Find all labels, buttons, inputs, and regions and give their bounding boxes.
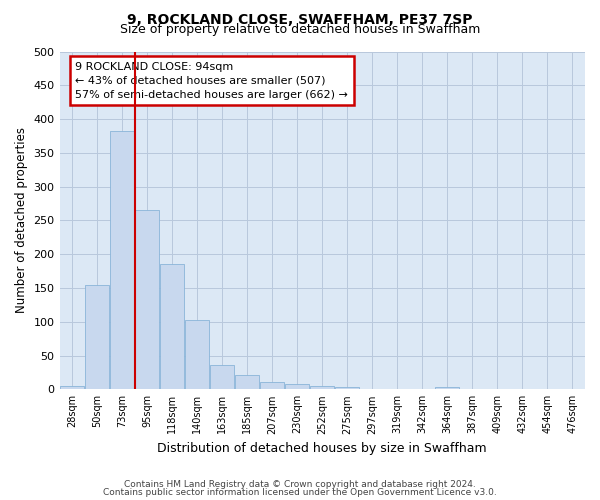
Bar	[235, 375, 259, 390]
Bar	[436, 388, 459, 390]
Y-axis label: Number of detached properties: Number of detached properties	[15, 128, 28, 314]
Bar	[135, 210, 159, 390]
Bar	[110, 130, 134, 390]
Bar	[335, 388, 359, 390]
Bar	[185, 320, 209, 390]
Text: Contains public sector information licensed under the Open Government Licence v3: Contains public sector information licen…	[103, 488, 497, 497]
Bar	[60, 386, 84, 390]
Bar	[160, 264, 184, 390]
Bar	[310, 386, 334, 390]
Text: Size of property relative to detached houses in Swaffham: Size of property relative to detached ho…	[120, 22, 480, 36]
Text: 9, ROCKLAND CLOSE, SWAFFHAM, PE37 7SP: 9, ROCKLAND CLOSE, SWAFFHAM, PE37 7SP	[127, 12, 473, 26]
Bar	[85, 284, 109, 390]
Bar	[260, 382, 284, 390]
Text: 9 ROCKLAND CLOSE: 94sqm
← 43% of detached houses are smaller (507)
57% of semi-d: 9 ROCKLAND CLOSE: 94sqm ← 43% of detache…	[76, 62, 348, 100]
Bar	[210, 365, 234, 390]
Text: Contains HM Land Registry data © Crown copyright and database right 2024.: Contains HM Land Registry data © Crown c…	[124, 480, 476, 489]
Bar	[286, 384, 309, 390]
X-axis label: Distribution of detached houses by size in Swaffham: Distribution of detached houses by size …	[157, 442, 487, 455]
